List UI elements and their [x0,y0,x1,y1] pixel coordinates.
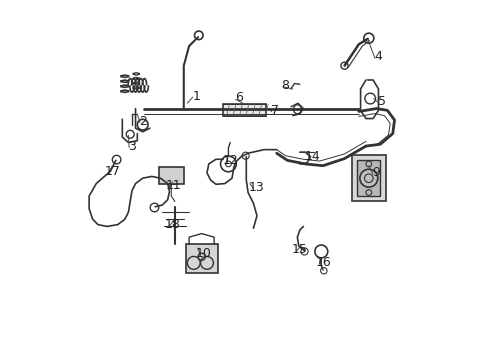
Text: 2: 2 [139,114,146,127]
Text: 14: 14 [304,150,320,163]
Text: 16: 16 [315,256,330,269]
Text: 5: 5 [377,95,385,108]
Text: 7: 7 [270,104,278,117]
Text: 15: 15 [291,243,307,256]
Text: 1: 1 [192,90,200,103]
Text: 8: 8 [281,79,289,92]
Bar [356,160,380,196]
Text: 12: 12 [222,154,238,167]
Text: 13: 13 [248,181,264,194]
Text: 10: 10 [195,247,211,260]
Bar [351,155,385,202]
Text: 3: 3 [128,140,136,153]
Text: 18: 18 [165,218,181,231]
Text: 6: 6 [235,91,243,104]
Bar [223,104,265,116]
Bar [185,244,217,273]
Text: 17: 17 [104,165,120,177]
Circle shape [359,169,377,187]
Text: 4: 4 [374,50,382,63]
Text: 11: 11 [165,179,181,192]
Text: 9: 9 [372,166,380,179]
Bar [159,167,183,184]
